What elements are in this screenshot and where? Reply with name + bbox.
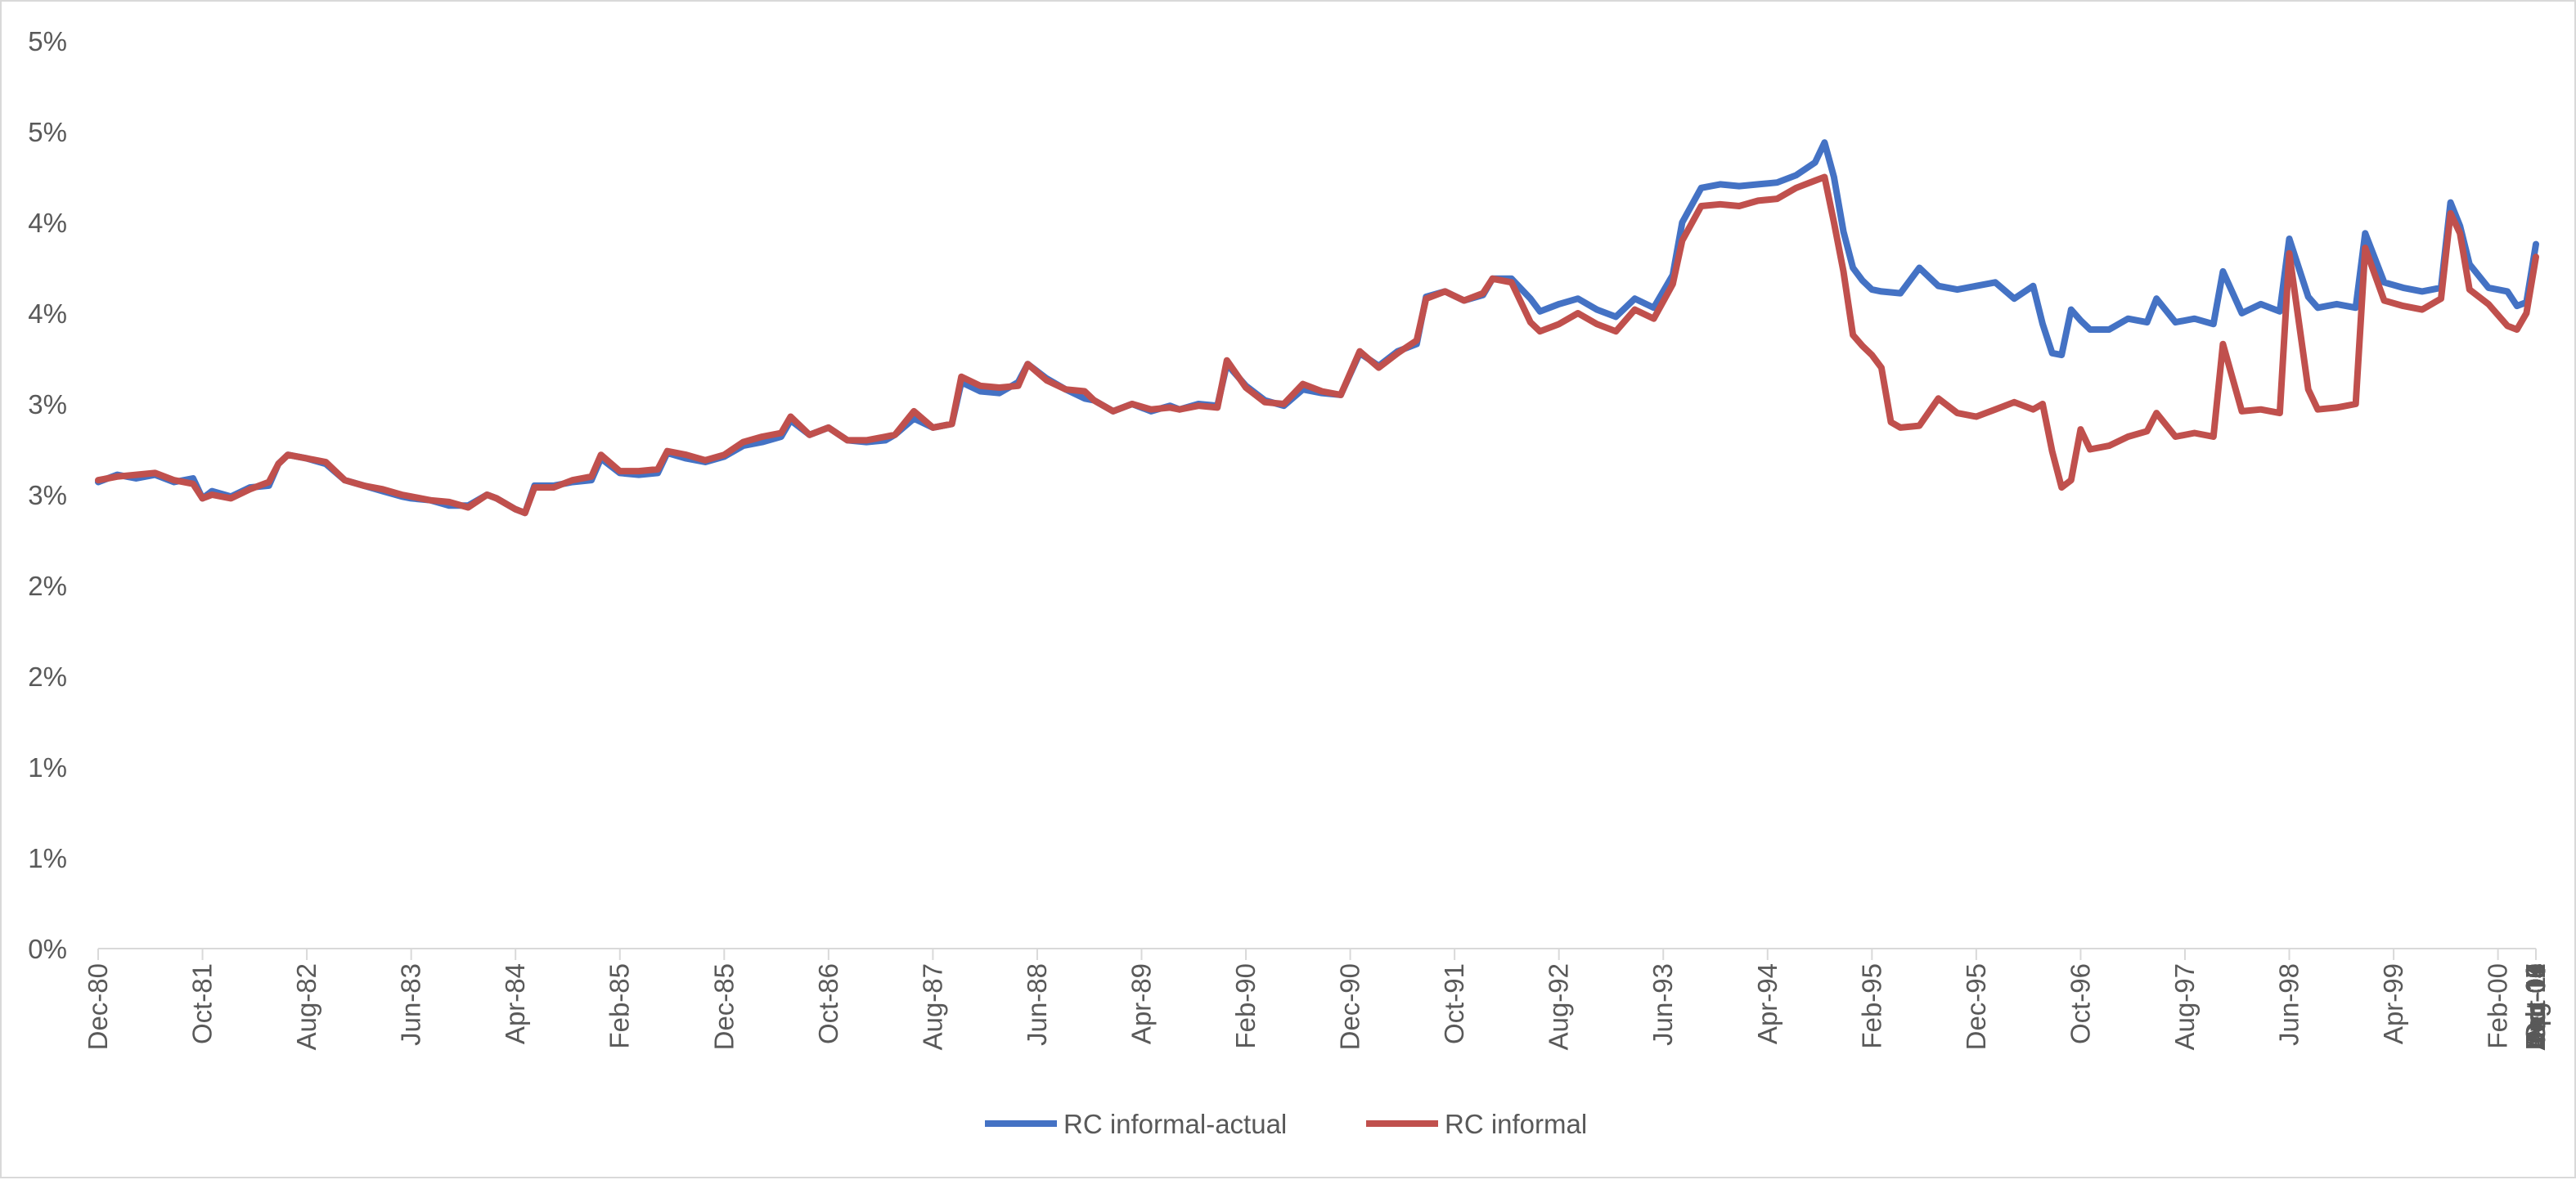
x-tick-label: Dec-85 bbox=[708, 963, 739, 1050]
x-tick-label: Apr-94 bbox=[1752, 963, 1783, 1044]
x-tick-label: Feb-95 bbox=[1856, 963, 1886, 1049]
x-tick-label: Oct-01 bbox=[2520, 963, 2551, 1044]
x-tick-label: Jun-08 bbox=[2520, 963, 2551, 1046]
x-tick-label: Apr-89 bbox=[1126, 963, 1156, 1044]
x-tick-label: Apr-99 bbox=[2378, 963, 2408, 1044]
x-tick-label: Apr-04 bbox=[2520, 963, 2551, 1044]
x-tick-label: Aug-92 bbox=[1544, 963, 1574, 1050]
y-tick-label: 5% bbox=[28, 26, 67, 56]
x-tick-label: Jun-83 bbox=[396, 963, 426, 1046]
x-tick-label: Dec-10 bbox=[2520, 963, 2551, 1050]
x-tick-label: Dec-95 bbox=[1961, 963, 1991, 1050]
x-tick-label: Aug-02 bbox=[2520, 963, 2551, 1050]
x-tick-label: Oct-91 bbox=[1439, 963, 1469, 1044]
series-lines bbox=[95, 139, 2539, 517]
legend-label-rc-informal: RC informal bbox=[1445, 1109, 1587, 1139]
y-tick-label: 4% bbox=[28, 298, 67, 329]
x-tick-label: Oct-06 bbox=[2520, 963, 2551, 1044]
y-tick-label: 3% bbox=[28, 480, 67, 510]
x-tick-label: Dec-80 bbox=[83, 963, 113, 1050]
x-tick-label: Dec-05 bbox=[2520, 963, 2551, 1050]
y-tick-label: 0% bbox=[28, 934, 67, 964]
x-tick-label: Aug-87 bbox=[917, 963, 947, 1050]
x-tick-label: Feb-90 bbox=[1230, 963, 1261, 1049]
y-axis-tick-labels: 0% 1% 1% 2% 2% 3% 3% 4% 4% 5% 5% bbox=[28, 26, 67, 964]
x-tick-label: Feb-00 bbox=[2483, 963, 2513, 1049]
legend-label-rc-informal-actual: RC informal-actual bbox=[1063, 1109, 1287, 1139]
x-tick-label: Feb-15 bbox=[2520, 963, 2551, 1049]
x-tick-label: Apr-09 bbox=[2520, 963, 2551, 1044]
x-tick-label: Aug-12 bbox=[2520, 963, 2551, 1050]
x-tick-label: Dec-00 bbox=[2520, 963, 2551, 1050]
y-tick-label: 5% bbox=[28, 117, 67, 147]
x-tick-label: Apr-84 bbox=[500, 963, 530, 1044]
y-tick-label: 3% bbox=[28, 389, 67, 420]
series-line-rc-informal-actual bbox=[95, 139, 2539, 517]
x-tick-label: Feb-85 bbox=[605, 963, 635, 1049]
x-tick-label: Apr-14 bbox=[2520, 963, 2551, 1044]
y-tick-label: 1% bbox=[28, 752, 67, 783]
x-tick-label: Jun-13 bbox=[2520, 963, 2551, 1046]
x-tick-label: Dec-90 bbox=[1335, 963, 1365, 1050]
x-tick-label: Oct-11 bbox=[2520, 963, 2551, 1043]
y-tick-label: 2% bbox=[28, 571, 67, 601]
x-tick-label: Jun-03 bbox=[2520, 963, 2551, 1046]
y-tick-label: 4% bbox=[28, 208, 67, 238]
series-line-rc-informal bbox=[95, 173, 2539, 517]
x-tick-label: Feb-05 bbox=[2520, 963, 2551, 1049]
y-tick-label: 1% bbox=[28, 843, 67, 873]
x-tick-label: Dec-15 bbox=[2520, 963, 2551, 1050]
x-axis-tick-labels: Dec-80 Oct-81 Aug-82 Jun-83 Apr-84 Feb-85 Dec-… bbox=[83, 963, 2551, 1050]
x-tick-label: Jun-93 bbox=[1648, 963, 1678, 1046]
x-tick-label: Oct-86 bbox=[813, 963, 843, 1044]
y-tick-label: 2% bbox=[28, 662, 67, 692]
x-tick-label: Aug-97 bbox=[2169, 963, 2200, 1050]
x-tick-label: Feb-10 bbox=[2520, 963, 2551, 1049]
x-tick-label: Oct-96 bbox=[2065, 963, 2095, 1044]
x-tick-label: Jun-98 bbox=[2274, 963, 2304, 1046]
x-axis-tick-marks bbox=[97, 949, 2537, 960]
x-tick-label: Oct-81 bbox=[187, 963, 218, 1044]
x-tick-label: Jun-88 bbox=[1022, 963, 1052, 1046]
x-tick-label: Aug-07 bbox=[2520, 963, 2551, 1050]
x-tick-label: Aug-82 bbox=[291, 963, 321, 1050]
legend: RC informal-actual RC informal bbox=[985, 1109, 1587, 1139]
